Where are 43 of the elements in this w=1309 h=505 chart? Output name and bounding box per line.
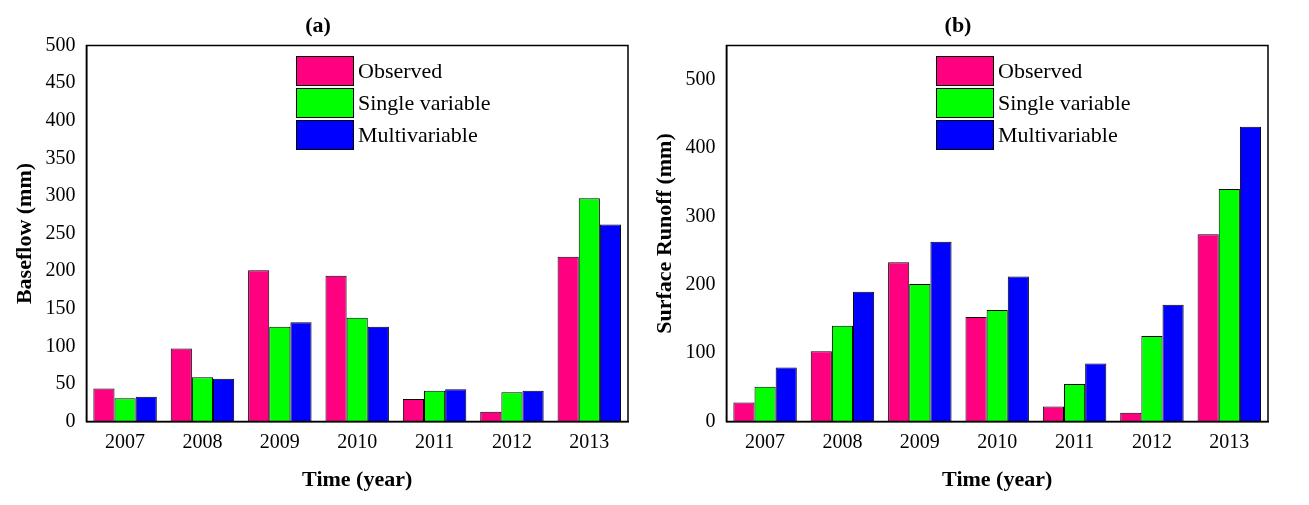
legend-label: Single variable xyxy=(998,89,1131,117)
x-tick-label: 2007 xyxy=(105,429,146,452)
y-tick-label: 200 xyxy=(45,258,76,281)
x-tick-label: 2013 xyxy=(1209,429,1250,452)
y-tick-label: 400 xyxy=(685,135,716,158)
x-tick-label: 2012 xyxy=(491,429,532,452)
y-tick-label: 100 xyxy=(685,340,716,363)
y-tick-label: 50 xyxy=(55,371,76,394)
x-tick-label: 2008 xyxy=(182,429,223,452)
x-tick-label: 2007 xyxy=(745,429,786,452)
y-tick-label: 0 xyxy=(65,408,76,431)
y-tick-label: 250 xyxy=(45,220,76,243)
x-tick-label: 2012 xyxy=(1131,429,1172,452)
y-tick-label: 100 xyxy=(45,333,76,356)
x-tick-label: 2011 xyxy=(1054,429,1095,452)
legend-label: Observed xyxy=(998,57,1083,85)
x-axis-title: Time (year) xyxy=(302,466,413,492)
y-tick-label: 350 xyxy=(45,145,76,168)
legend-label: Multivariable xyxy=(358,121,478,149)
x-tick-label: 2010 xyxy=(977,429,1018,452)
legend-label: Single variable xyxy=(358,89,491,117)
y-tick-label: 150 xyxy=(45,295,76,318)
chart-title: (a) xyxy=(305,11,331,37)
y-axis-title: Baseflow (mm) xyxy=(10,162,36,305)
y-tick-label: 0 xyxy=(705,408,716,431)
x-axis-title: Time (year) xyxy=(942,466,1053,492)
y-tick-label: 300 xyxy=(685,203,716,226)
x-tick-label: 2010 xyxy=(337,429,378,452)
x-tick-label: 2011 xyxy=(414,429,455,452)
x-tick-label: 2009 xyxy=(899,429,940,452)
y-tick-label: 400 xyxy=(45,107,76,130)
y-axis-title: Surface Runoff (mm) xyxy=(650,133,676,334)
y-tick-label: 300 xyxy=(45,183,76,206)
x-tick-label: 2009 xyxy=(259,429,300,452)
legend-label: Observed xyxy=(358,57,443,85)
chart-title: (b) xyxy=(944,11,972,37)
x-tick-label: 2013 xyxy=(569,429,610,452)
x-tick-label: 2008 xyxy=(822,429,863,452)
legend-label: Multivariable xyxy=(998,121,1118,149)
y-tick-label: 500 xyxy=(685,66,716,89)
y-tick-label: 500 xyxy=(45,32,76,55)
y-tick-label: 450 xyxy=(45,70,76,93)
y-tick-label: 200 xyxy=(685,272,716,295)
